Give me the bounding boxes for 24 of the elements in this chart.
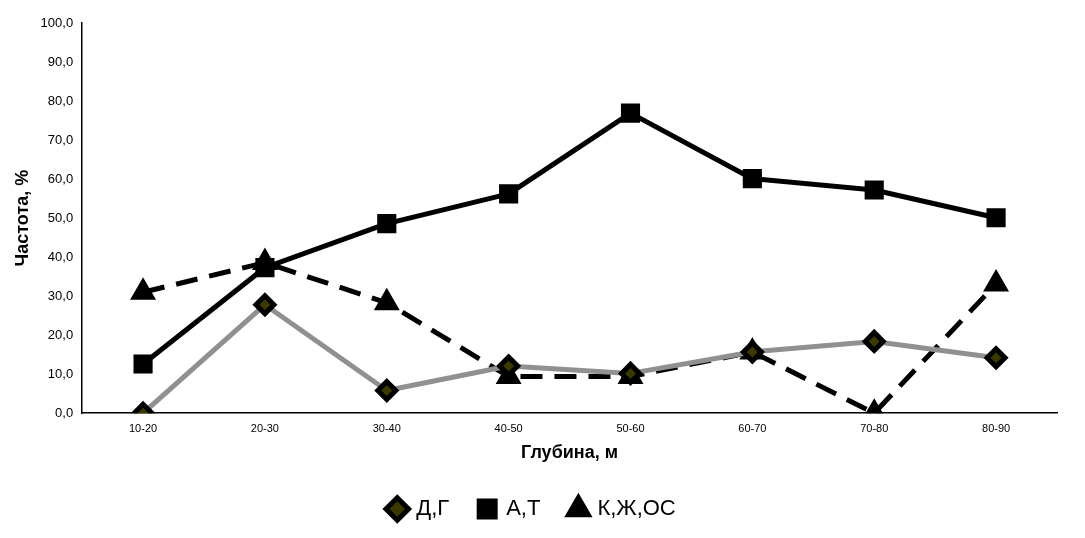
y-tick-label: 40,0 xyxy=(47,248,74,264)
y-tick-label: 70,0 xyxy=(47,131,74,147)
y-tick-label: 100,0 xyxy=(40,14,74,30)
y-tick-label: 20,0 xyxy=(47,326,74,342)
y-tick-label: 80,0 xyxy=(47,92,74,108)
legend-label: А,Т xyxy=(506,495,541,521)
y-tick-label: 90,0 xyxy=(47,53,74,69)
x-tick-label: 70-80 xyxy=(860,421,889,434)
y-tick-label: 30,0 xyxy=(47,287,74,303)
x-tick-label: 30-40 xyxy=(372,421,401,434)
y-axis-title: Частота, % xyxy=(11,169,32,267)
y-tick-label: 0,0 xyxy=(55,404,74,420)
legend-label: К,Ж,ОС xyxy=(597,495,676,521)
x-tick-label: 80-90 xyxy=(982,421,1011,434)
x-tick-label: 20-30 xyxy=(250,421,279,434)
y-tick-label: 10,0 xyxy=(47,365,74,381)
y-tick-label: 60,0 xyxy=(47,170,74,186)
y-tick-label: 50,0 xyxy=(47,209,74,225)
x-tick-label: 60-70 xyxy=(738,421,767,434)
x-tick-label: 40-50 xyxy=(494,421,523,434)
x-tick-label: 10-20 xyxy=(128,421,158,434)
x-tick-label: 50-60 xyxy=(616,421,645,434)
legend-label: Д,Г xyxy=(416,495,450,521)
x-axis-title: Глубина, м xyxy=(521,442,619,463)
